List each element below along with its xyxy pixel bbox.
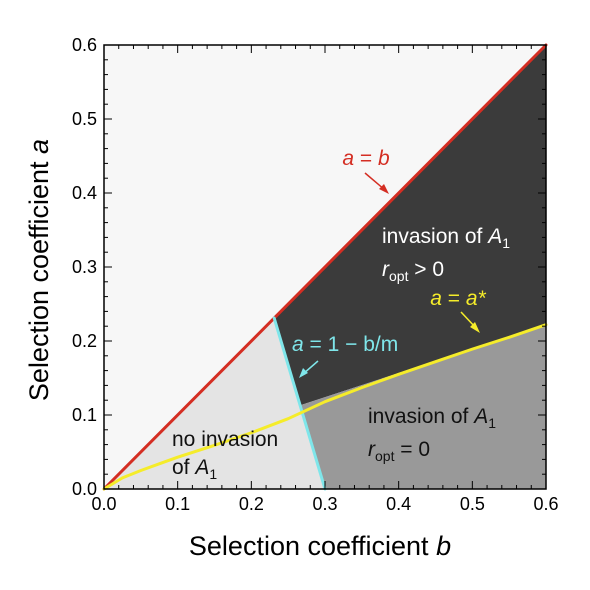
series-line-2: [102, 323, 548, 491]
svg-text:of A1: of A1: [172, 456, 217, 482]
label-no-invasion: no invasion of A1: [172, 428, 278, 482]
y-tick-label: 0.1: [72, 405, 97, 425]
y-tick-label: 0.0: [72, 479, 97, 499]
y-tick-label: 0.5: [72, 109, 97, 129]
svg-text:invasion of A1: invasion of A1: [368, 405, 496, 431]
plot-region: 0.0 0.1 0.2 0.3 0.4 0.5 0.6 0.0 0.1 0.2 0.3 0.4 0.5 0…: [72, 35, 559, 514]
svg-text:invasion of A1: invasion of A1: [382, 225, 510, 251]
label-a-equals-1-minus-b-over-m: a = 1 − b/m: [292, 333, 398, 378]
curves: [102, 43, 548, 491]
region-1: [104, 318, 325, 489]
svg-text:a = b: a = b: [342, 147, 390, 170]
svg-text:a = 1 − b/m: a = 1 − b/m: [292, 333, 398, 356]
x-tick-label: 0.1: [165, 494, 190, 514]
y-tick-label: 0.6: [72, 35, 97, 55]
x-tick-label: 0.4: [386, 494, 411, 514]
label-invasion-ropt-zero: invasion of A1 ropt = 0: [368, 405, 496, 464]
series-line-0: [102, 43, 548, 491]
x-tick-label: 0.3: [312, 494, 337, 514]
y-tick-label: 0.3: [72, 257, 97, 277]
label-a-equals-astar: a = a*: [430, 287, 487, 333]
x-tick-label: 0.2: [239, 494, 264, 514]
region-3: [299, 324, 546, 489]
y-tick-label: 0.4: [72, 183, 97, 203]
x-tick-label: 0.6: [533, 494, 558, 514]
x-tick-label: 0.0: [91, 494, 116, 514]
y-axis-title: Selection coefficient a: [24, 139, 54, 401]
series-line-1: [272, 316, 327, 491]
label-invasion-ropt-positive: invasion of A1 ropt > 0: [382, 225, 510, 284]
arrowhead-a-equals-1-minus-b-over-m: [299, 368, 308, 378]
svg-text:ropt > 0: ropt > 0: [382, 258, 444, 284]
svg-text:ropt = 0: ropt = 0: [368, 438, 430, 464]
y-tick-label: 0.2: [72, 331, 97, 351]
x-tick-label: 0.5: [460, 494, 485, 514]
x-axis-title: Selection coefficient b: [189, 531, 451, 561]
svg-text:no invasion: no invasion: [172, 428, 278, 451]
arrowhead-a-equals-astar: [470, 322, 480, 333]
label-a-equals-b: a = b: [342, 147, 390, 194]
svg-text:a = a*: a = a*: [430, 287, 486, 310]
region-2: [274, 45, 546, 406]
arrowhead-a-equals-b: [379, 184, 389, 194]
axis-ticks: 0.0 0.1 0.2 0.3 0.4 0.5 0.6 0.0 0.1 0.2 0.3 0.4 0.5 0…: [72, 35, 559, 514]
